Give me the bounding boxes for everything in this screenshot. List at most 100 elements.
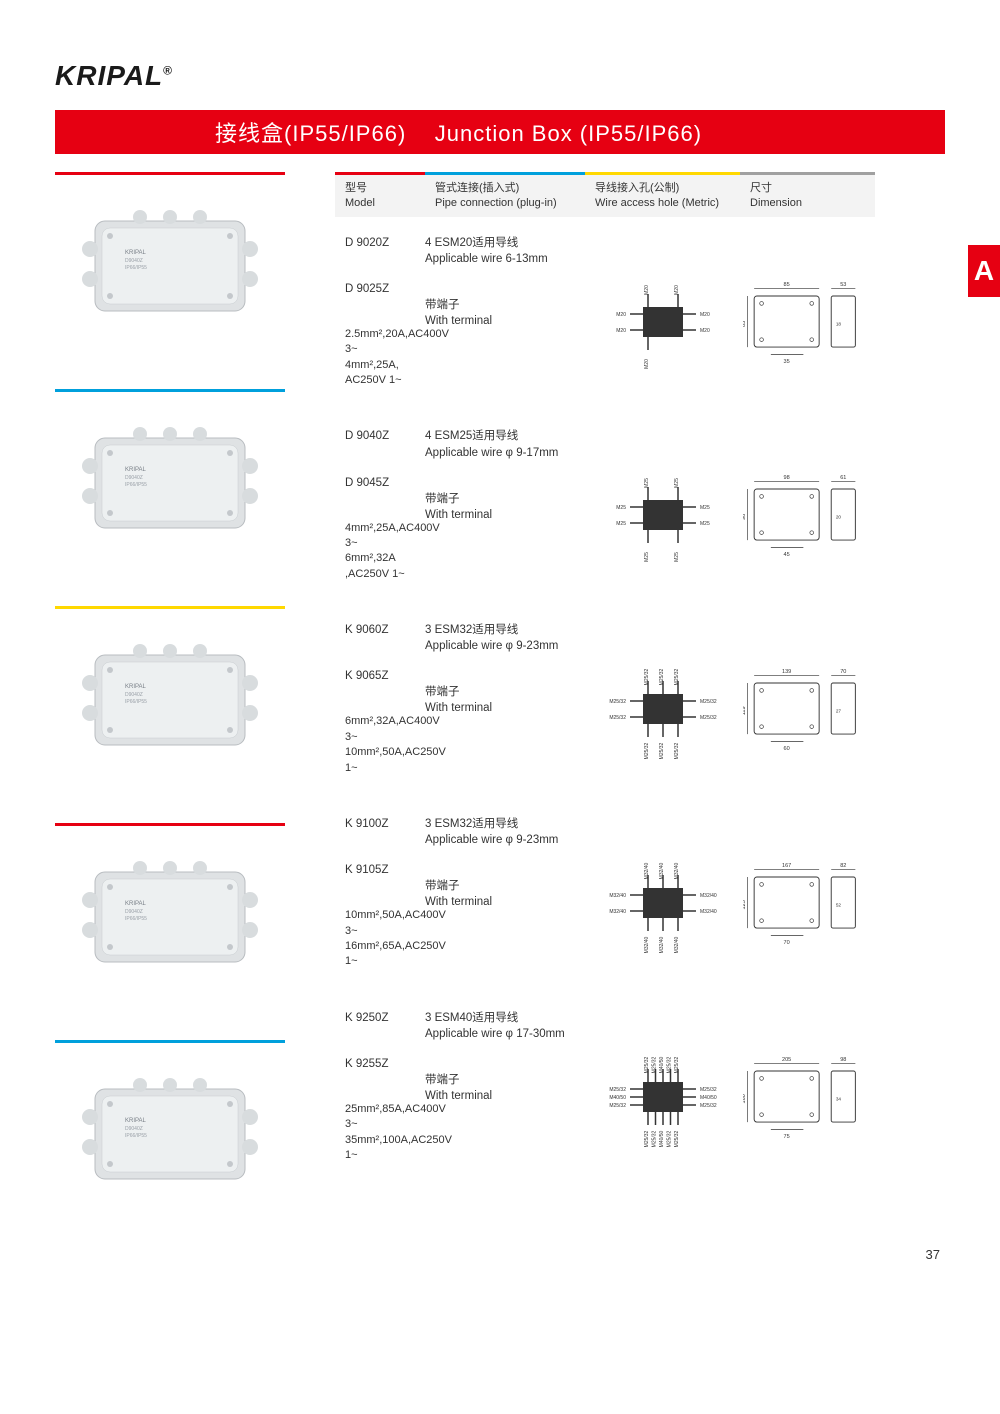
pipe-desc-en: Applicable wire φ 9-23mm bbox=[425, 834, 558, 846]
terminal-cn: 带端子 bbox=[425, 493, 460, 505]
svg-text:M25: M25 bbox=[700, 521, 710, 527]
model-cell: K 9060Z K 9065Z 6mm²,32A,AC400V 3~ 10mm²… bbox=[335, 622, 425, 776]
electrical-spec: 10mm²,50A,AC400V 3~ bbox=[345, 908, 425, 939]
junction-box-icon: KRIPAL D9040Z IP66/IP55 bbox=[70, 199, 270, 329]
page-number: 37 bbox=[926, 1247, 940, 1262]
svg-text:M25/32: M25/32 bbox=[659, 669, 665, 686]
svg-text:M25/32: M25/32 bbox=[674, 1056, 680, 1073]
product-photo: KRIPAL D9040Z IP66/IP55 bbox=[55, 189, 285, 339]
svg-text:M25/32: M25/32 bbox=[666, 1130, 672, 1147]
svg-text:M20: M20 bbox=[616, 328, 626, 334]
spec-row: D 9040Z D 9045Z 4mm²,25A,AC400V 3~ 6mm²,… bbox=[335, 428, 945, 582]
svg-text:M25/32: M25/32 bbox=[644, 1130, 650, 1147]
product-photo-block: KRIPAL D9040Z IP66/IP55 bbox=[55, 389, 285, 556]
svg-text:60: 60 bbox=[783, 746, 789, 752]
svg-text:M40/50: M40/50 bbox=[609, 1095, 626, 1101]
svg-text:M32/40: M32/40 bbox=[644, 862, 650, 879]
color-rule bbox=[55, 389, 285, 392]
svg-text:D9040Z: D9040Z bbox=[125, 475, 143, 481]
terminal-en: With terminal bbox=[425, 509, 492, 521]
color-rule bbox=[55, 823, 285, 826]
header-model: 型号Model bbox=[335, 172, 425, 217]
svg-text:IP66/IP55: IP66/IP55 bbox=[125, 699, 147, 705]
svg-text:98: 98 bbox=[743, 514, 747, 520]
svg-text:M25/32: M25/32 bbox=[609, 715, 626, 721]
header-pipe: 管式连接(插入式)Pipe connection (plug-in) bbox=[425, 172, 585, 217]
wire-diagram-cell: M25M25M25M25M25M25M25M25 bbox=[585, 428, 740, 582]
pipe-desc-en: Applicable wire φ 9-17mm bbox=[425, 447, 558, 459]
pipe-desc-cn: 4 ESM20适用导线 bbox=[425, 237, 518, 249]
svg-text:M25/32: M25/32 bbox=[674, 743, 680, 760]
svg-text:M32/40: M32/40 bbox=[644, 936, 650, 953]
svg-text:M25/32: M25/32 bbox=[700, 1103, 717, 1109]
svg-text:M32/40: M32/40 bbox=[700, 893, 717, 899]
dimension-cell: 139 119 60 70 27 bbox=[740, 622, 875, 776]
svg-text:M25: M25 bbox=[700, 505, 710, 511]
wire-diagram-cell: M25/32 M25/32 M25/32 M25/32 M25/32 M25/32 M25/… bbox=[585, 622, 740, 776]
spec-table-header: 型号Model管式连接(插入式)Pipe connection (plug-in… bbox=[335, 172, 945, 217]
wire-diagram-cell: M25/32M25/32M40/50M25/32M25/32M25/32M25/… bbox=[585, 1010, 740, 1164]
svg-text:167: 167 bbox=[782, 863, 791, 869]
svg-text:M25/32: M25/32 bbox=[644, 1056, 650, 1073]
terminal-cn: 带端子 bbox=[425, 686, 460, 698]
electrical-spec: 10mm²,50A,AC250V 1~ bbox=[345, 745, 425, 776]
svg-text:85: 85 bbox=[743, 320, 747, 326]
svg-text:M32/40: M32/40 bbox=[674, 936, 680, 953]
terminal-cn: 带端子 bbox=[425, 1074, 460, 1086]
svg-text:M20: M20 bbox=[700, 312, 710, 318]
svg-text:KRIPAL: KRIPAL bbox=[125, 467, 147, 473]
model-cell: D 9040Z D 9045Z 4mm²,25A,AC400V 3~ 6mm²,… bbox=[335, 428, 425, 582]
svg-text:M32/40: M32/40 bbox=[674, 862, 680, 879]
model-code: D 9040Z bbox=[345, 430, 389, 442]
page-title-bar: 接线盒(IP55/IP66) Junction Box (IP55/IP66) bbox=[55, 110, 945, 154]
terminal-en: With terminal bbox=[425, 896, 492, 908]
electrical-spec: 6mm²,32A ,AC250V 1~ bbox=[345, 551, 425, 582]
pipe-desc-en: Applicable wire 6-13mm bbox=[425, 253, 548, 265]
pipe-desc-cn: 3 ESM32适用导线 bbox=[425, 624, 518, 636]
product-photo-block: KRIPAL D9040Z IP66/IP55 bbox=[55, 823, 285, 990]
svg-text:M25/32: M25/32 bbox=[674, 669, 680, 686]
svg-text:M20: M20 bbox=[644, 358, 650, 368]
dimension-cell: 167 125 70 82 52 bbox=[740, 816, 875, 970]
model-cell: D 9020Z D 9025Z 2.5mm²,20A,AC400V 3~ 4mm… bbox=[335, 235, 425, 389]
svg-text:20: 20 bbox=[835, 515, 841, 520]
svg-text:M25/32: M25/32 bbox=[700, 699, 717, 705]
product-photo: KRIPAL D9040Z IP66/IP55 bbox=[55, 406, 285, 556]
model-code: K 9065Z bbox=[345, 670, 388, 682]
terminal-en: With terminal bbox=[425, 1090, 492, 1102]
header-dim: 尺寸Dimension bbox=[740, 172, 875, 217]
wire-diagram-icon: M25/32 M25/32 M25/32 M25/32 M25/32 M25/32 M25/… bbox=[598, 659, 728, 759]
svg-text:M25/32: M25/32 bbox=[651, 1130, 657, 1147]
dimension-cell: 98 98 45 61 20 bbox=[740, 428, 875, 582]
svg-text:M25/32: M25/32 bbox=[651, 1056, 657, 1073]
svg-text:M25: M25 bbox=[644, 552, 650, 562]
svg-text:53: 53 bbox=[840, 281, 846, 287]
junction-box-icon: KRIPAL D9040Z IP66/IP55 bbox=[70, 416, 270, 546]
product-spec-column: 型号Model管式连接(插入式)Pipe connection (plug-in… bbox=[335, 172, 945, 1257]
svg-text:M32/40: M32/40 bbox=[609, 893, 626, 899]
junction-box-icon: KRIPAL D9040Z IP66/IP55 bbox=[70, 1067, 270, 1197]
svg-text:M25/32: M25/32 bbox=[609, 699, 626, 705]
svg-text:M25: M25 bbox=[616, 521, 626, 527]
terminal-cn: 带端子 bbox=[425, 880, 460, 892]
pipe-desc-cn: 3 ESM32适用导线 bbox=[425, 818, 518, 830]
svg-text:98: 98 bbox=[783, 475, 789, 481]
svg-text:205: 205 bbox=[782, 1056, 791, 1062]
pipe-cell: 3 ESM32适用导线 Applicable wire φ 9-23mm 带端子… bbox=[425, 622, 585, 776]
svg-text:M25/32: M25/32 bbox=[609, 1087, 626, 1093]
svg-text:M40/50: M40/50 bbox=[659, 1056, 665, 1073]
svg-text:52: 52 bbox=[835, 903, 841, 908]
svg-text:D9040Z: D9040Z bbox=[125, 1126, 143, 1132]
svg-text:M25: M25 bbox=[644, 478, 650, 488]
wire-diagram-cell: M20M20M20M20M20M20M20 bbox=[585, 235, 740, 389]
svg-text:M25: M25 bbox=[616, 505, 626, 511]
color-rule bbox=[55, 606, 285, 609]
svg-text:125: 125 bbox=[743, 900, 747, 909]
dimension-cell: 85 85 35 53 18 bbox=[740, 235, 875, 389]
dimension-drawing-icon: 85 85 35 53 18 bbox=[743, 272, 873, 372]
product-photo-block: KRIPAL D9040Z IP66/IP55 bbox=[55, 606, 285, 773]
pipe-desc-cn: 4 ESM25适用导线 bbox=[425, 430, 518, 442]
svg-text:27: 27 bbox=[835, 709, 841, 714]
title-en: Junction Box (IP55/IP66) bbox=[435, 121, 702, 146]
svg-text:M25/32: M25/32 bbox=[644, 743, 650, 760]
